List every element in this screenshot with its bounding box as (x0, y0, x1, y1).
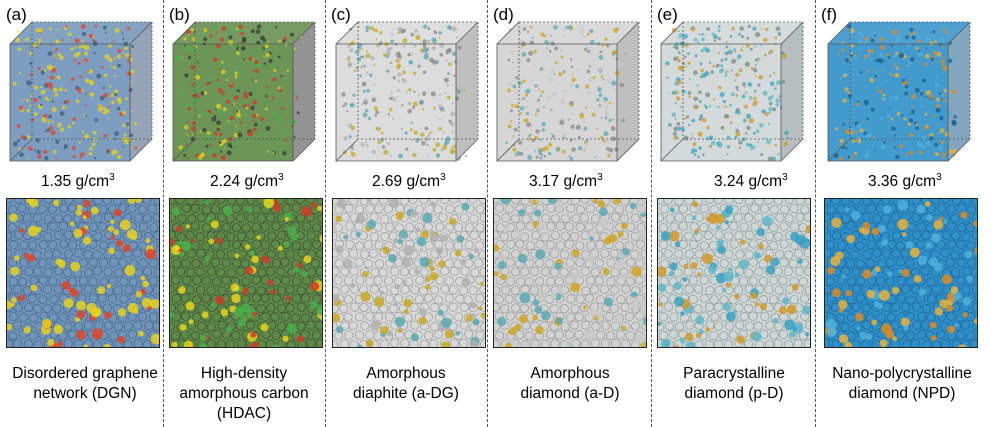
panel-divider (815, 0, 816, 427)
caption-line: Paracrystalline (683, 365, 785, 382)
density-label: 3.24 g/cm3 (714, 172, 788, 191)
density-label: 3.17 g/cm3 (529, 172, 603, 191)
density-value: 3.36 g/cm (868, 173, 937, 191)
caption-line: Nano-polycrystalline (832, 365, 972, 382)
caption-line: Amorphous (366, 365, 446, 382)
cube-edges (172, 21, 316, 162)
caption-line: High-density (200, 365, 288, 382)
closeup-atoms (494, 199, 646, 347)
cube-texture (505, 25, 627, 161)
closeup-cells (333, 199, 485, 347)
closeup-atoms (170, 199, 322, 347)
density-value: 2.24 g/cm (210, 173, 279, 191)
cube-side-face (130, 22, 152, 161)
structure-closeup-image (824, 198, 978, 348)
density-unit-exponent: 3 (278, 172, 284, 183)
structure-cube-image (6, 20, 156, 170)
closeup-cells (658, 199, 810, 347)
material-caption: Nano-polycrystalline diamond (NPD) (817, 364, 987, 404)
caption-line: network (DGN) (33, 385, 137, 402)
structure-cube-image (332, 20, 482, 170)
panel-label: (f) (821, 5, 838, 24)
structure-closeup-image (6, 198, 160, 348)
cube-top-face (661, 22, 803, 44)
density-value: 3.24 g/cm (714, 173, 783, 191)
panel-divider (325, 0, 326, 427)
structure-closeup-image (493, 198, 647, 348)
cube-front-face (497, 44, 617, 161)
cube-texture (833, 24, 960, 161)
panel-label: (e) (657, 5, 678, 24)
material-caption: Paracrystalline diamond (p-D) (649, 364, 819, 404)
cube-side-face (617, 22, 639, 161)
cube-edges (335, 21, 479, 162)
cube-texture (175, 24, 303, 160)
density-label: 2.24 g/cm3 (210, 172, 284, 191)
density-label: 3.36 g/cm3 (868, 172, 942, 191)
cube-edges (9, 21, 153, 162)
density-label: 1.35 g/cm3 (41, 172, 115, 191)
density-unit-exponent: 3 (109, 172, 115, 183)
cube-front-face (661, 44, 781, 161)
material-caption: Amorphous diaphite (a-DG) (321, 364, 491, 404)
caption-line: Amorphous (530, 365, 610, 382)
structure-cube-image (824, 20, 974, 170)
structure-cube-image (493, 20, 643, 170)
panel-label: (d) (493, 5, 514, 24)
material-caption: Disordered graphene network (DGN) (0, 364, 170, 404)
caption-line: Disordered graphene (12, 365, 158, 382)
structure-closeup-image (169, 198, 323, 348)
cube-edges (496, 21, 640, 162)
cube-top-face (828, 22, 970, 44)
density-label: 2.69 g/cm3 (372, 172, 446, 191)
cube-front-face (10, 44, 130, 161)
material-caption: High-density amorphous carbon (HDAC) (159, 364, 329, 424)
structure-closeup-image (657, 198, 811, 348)
structure-closeup-image (332, 198, 486, 348)
cube-side-face (781, 22, 803, 161)
panel-label: (b) (169, 5, 190, 24)
panel-divider (163, 0, 164, 427)
material-caption: Amorphous diamond (a-D) (485, 364, 655, 404)
closeup-atoms (7, 199, 159, 347)
density-unit-exponent: 3 (782, 172, 788, 183)
density-value: 1.35 g/cm (41, 173, 110, 191)
caption-line: diaphite (a-DG) (353, 385, 459, 402)
caption-line: diamond (p-D) (684, 385, 784, 402)
panel-divider (651, 0, 652, 427)
cube-edges (660, 21, 804, 162)
caption-line: (HDAC) (216, 405, 272, 422)
density-unit-exponent: 3 (440, 172, 446, 183)
cube-front-face (173, 44, 293, 161)
caption-line: diamond (NPD) (848, 385, 956, 402)
density-value: 2.69 g/cm (372, 173, 441, 191)
closeup-atoms (333, 199, 485, 347)
cube-texture (665, 24, 790, 162)
panel-label: (c) (331, 5, 351, 24)
closeup-atoms (658, 201, 810, 347)
caption-line: diamond (a-D) (520, 385, 620, 402)
cube-texture (12, 24, 138, 161)
cube-edges (827, 21, 971, 162)
density-value: 3.17 g/cm (529, 173, 598, 191)
panel-divider (487, 0, 488, 427)
panel-label: (a) (6, 5, 27, 24)
cube-top-face (10, 22, 152, 44)
cube-side-face (456, 22, 478, 161)
structure-cube-image (169, 20, 319, 170)
density-unit-exponent: 3 (936, 172, 942, 183)
structure-cube-image (657, 20, 807, 170)
density-unit-exponent: 3 (597, 172, 603, 183)
closeup-atoms (825, 199, 977, 347)
caption-line: amorphous carbon (179, 385, 309, 402)
cube-side-face (293, 22, 315, 161)
